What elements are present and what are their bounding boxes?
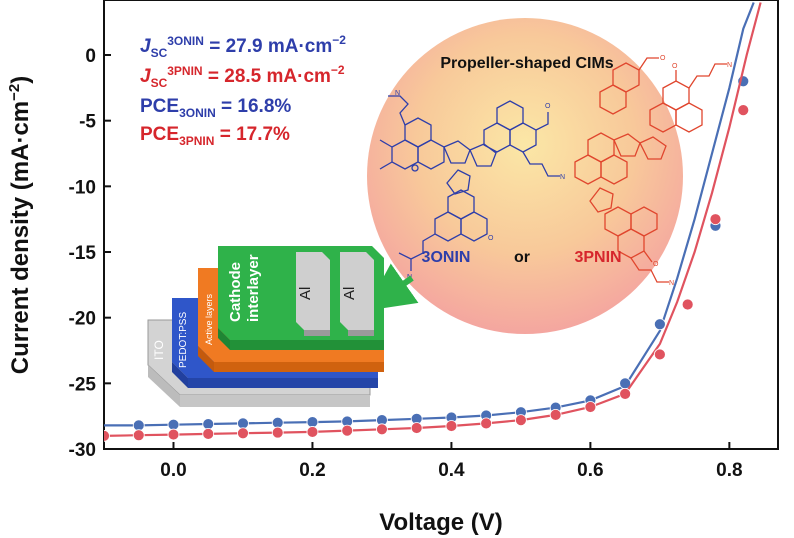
data-point-3pnin bbox=[202, 427, 215, 440]
data-point-3onin bbox=[202, 418, 215, 430]
data-point-3onin bbox=[167, 418, 180, 431]
molecule-inset: Propeller-shaped CIMs N N O O N bbox=[367, 18, 732, 334]
3onin-atom-o2: O bbox=[488, 235, 494, 242]
3onin-atom-n1: N bbox=[395, 90, 400, 97]
3pnin-atom-o2: O bbox=[660, 55, 666, 62]
x-axis-label: Voltage (V) bbox=[379, 509, 503, 536]
active-label: Active layers bbox=[204, 293, 214, 345]
data-point-3onin bbox=[653, 318, 666, 331]
x-tick-label: 0.0 bbox=[160, 460, 186, 481]
data-point-3pnin bbox=[167, 428, 180, 441]
data-point-3pnin bbox=[480, 417, 493, 430]
x-tick-label: 0.6 bbox=[577, 460, 603, 481]
data-point-3pnin bbox=[445, 420, 458, 432]
y-tick-label: 0 bbox=[85, 46, 96, 67]
x-axis-ticks: 0.0 0.2 0.4 0.6 0.8 bbox=[160, 442, 743, 481]
inset-label-3pnin: 3PNIN bbox=[574, 249, 621, 266]
jsc-3pnin-annotation: JSC3PNIN = 28.5 mA·cm−2 bbox=[140, 63, 345, 90]
data-point-3pnin bbox=[376, 423, 388, 436]
y-tick-label: -10 bbox=[69, 177, 96, 198]
data-point-3pnin bbox=[549, 408, 562, 421]
data-point-3pnin bbox=[104, 429, 110, 442]
data-point-3pnin bbox=[737, 104, 750, 117]
data-point-3pnin bbox=[709, 213, 722, 226]
data-point-3pnin bbox=[341, 424, 354, 437]
pce-3onin-annotation: PCE3ONIN = 16.8% bbox=[140, 96, 291, 120]
data-point-3pnin bbox=[271, 426, 284, 439]
molecule-3onin bbox=[379, 95, 560, 271]
ito-label: ITO bbox=[152, 340, 166, 360]
al-label-1: Al bbox=[297, 287, 314, 300]
data-point-3onin bbox=[237, 417, 249, 430]
data-point-3pnin bbox=[306, 426, 319, 438]
x-tick-label: 0.4 bbox=[438, 460, 465, 481]
data-point-3pnin bbox=[410, 422, 423, 434]
y-tick-label: -30 bbox=[69, 440, 96, 461]
al-electrode-2 bbox=[340, 252, 374, 330]
data-point-3onin bbox=[271, 416, 284, 429]
data-point-3pnin bbox=[237, 427, 249, 440]
al-label-2: Al bbox=[341, 287, 358, 300]
data-point-3pnin bbox=[132, 429, 145, 442]
jsc-3onin-annotation: JSC3ONIN = 27.9 mA·cm−2 bbox=[140, 33, 346, 60]
al-electrode-1 bbox=[296, 252, 330, 330]
y-tick-label: -5 bbox=[79, 112, 96, 133]
molecule-3pnin bbox=[574, 57, 727, 283]
3onin-atom-o1: O bbox=[545, 103, 551, 110]
data-point-3pnin bbox=[584, 401, 597, 413]
data-point-3pnin bbox=[515, 414, 527, 427]
data-point-3onin bbox=[132, 419, 145, 432]
3pnin-atom-o3: O bbox=[653, 261, 659, 268]
annotations: JSC3ONIN = 27.9 mA·cm−2 JSC3PNIN = 28.5 … bbox=[140, 33, 346, 148]
y-tick-label: -15 bbox=[69, 243, 97, 264]
y-tick-label: -20 bbox=[69, 309, 96, 330]
device-stack bbox=[147, 246, 384, 407]
pce-3pnin-annotation: PCE3PNIN = 17.7% bbox=[140, 124, 290, 148]
inset-label-3onin: 3ONIN bbox=[422, 249, 471, 266]
cathode-label-line1: Cathode bbox=[227, 262, 244, 322]
y-axis-label: Current density (mA·cm−2) bbox=[6, 76, 34, 374]
inset-circle bbox=[367, 18, 683, 334]
series-group bbox=[104, 2, 762, 442]
3onin-atom-n2: N bbox=[560, 174, 565, 181]
y-axis-ticks: 0 -5 -10 -15 -20 -25 -30 bbox=[69, 46, 111, 461]
plot-frame bbox=[103, 0, 779, 450]
x-tick-label: 0.8 bbox=[716, 460, 742, 481]
cathode-label-line2: interlayer bbox=[245, 254, 262, 322]
3pnin-atom-o1: O bbox=[672, 63, 678, 70]
data-point-3pnin bbox=[681, 298, 694, 311]
data-point-3pnin bbox=[653, 348, 666, 361]
x-tick-label: 0.2 bbox=[299, 460, 325, 481]
y-axis-label-superscript: −2 bbox=[6, 84, 23, 101]
y-tick-label: -25 bbox=[69, 374, 97, 395]
pedot-label: PEDOT:PSS bbox=[178, 312, 189, 368]
inset-title: Propeller-shaped CIMs bbox=[440, 55, 613, 72]
3pnin-atom-n1: N bbox=[727, 62, 732, 69]
device-arrow bbox=[365, 263, 419, 311]
inset-label-or: or bbox=[514, 249, 530, 266]
data-point-3onin bbox=[306, 416, 319, 428]
data-point-3pnin bbox=[619, 387, 632, 400]
3pnin-atom-n2: N bbox=[669, 280, 674, 287]
